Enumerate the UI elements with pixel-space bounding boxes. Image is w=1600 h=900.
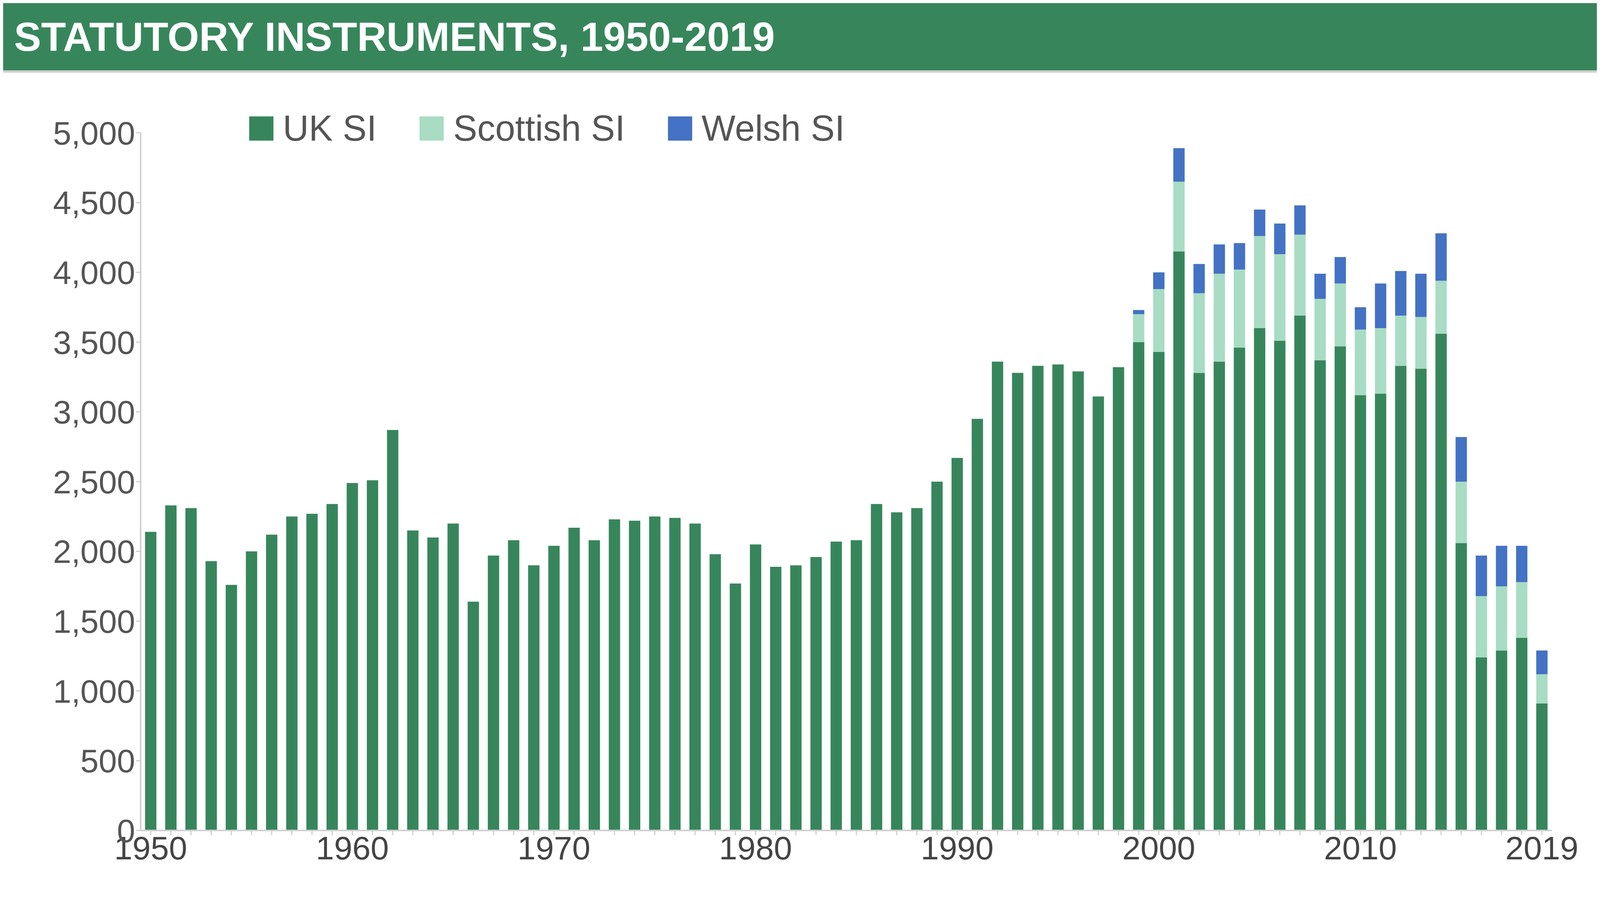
html-text:Welsh SI: Welsh SI <box>701 108 845 149</box>
svg-text:4,500: 4,500 <box>53 184 136 222</box>
svg-text:1960: 1960 <box>316 829 390 867</box>
svg-text:2,000: 2,000 <box>53 533 136 570</box>
svg-text:3,000: 3,000 <box>53 393 136 431</box>
svg-text:1,000: 1,000 <box>53 673 136 710</box>
svg-text:1980: 1980 <box>719 829 793 867</box>
svg-text:2010: 2010 <box>1323 829 1397 867</box>
svg-text:1950: 1950 <box>114 829 188 867</box>
svg-text:1970: 1970 <box>517 829 591 867</box>
svg-text:2000: 2000 <box>1122 829 1196 867</box>
svg-text:5,000: 5,000 <box>53 114 136 152</box>
svg-text:1990: 1990 <box>920 829 994 867</box>
svg-text:3,500: 3,500 <box>53 324 136 361</box>
svg-text:4,000: 4,000 <box>53 254 136 292</box>
svg-text:1,500: 1,500 <box>53 603 136 640</box>
svg-text:500: 500 <box>80 742 136 780</box>
html-text:STATUTORY INSTRUMENTS, 1950-20: STATUTORY INSTRUMENTS, 1950-2019 <box>14 13 775 60</box>
svg-text:0: 0 <box>116 812 136 850</box>
html-text:UK SI: UK SI <box>282 108 377 149</box>
svg-text:2019: 2019 <box>1505 829 1579 867</box>
svg-text:2,500: 2,500 <box>53 463 136 501</box>
html-text:Scottish SI: Scottish SI <box>453 108 625 149</box>
